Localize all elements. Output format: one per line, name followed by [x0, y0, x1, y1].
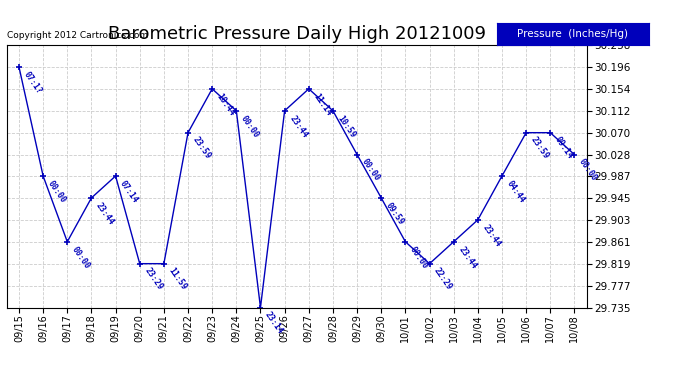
Text: 23:14: 23:14 [264, 310, 285, 336]
Text: 09:14: 09:14 [553, 135, 575, 161]
Text: 23:44: 23:44 [481, 223, 502, 248]
Text: 07:14: 07:14 [119, 179, 140, 204]
Text: 10:44: 10:44 [215, 92, 237, 117]
Text: 10:59: 10:59 [336, 114, 357, 139]
Text: 00:00: 00:00 [408, 244, 430, 270]
Text: 23:59: 23:59 [191, 135, 213, 161]
Text: 04:44: 04:44 [505, 179, 526, 204]
Title: Barometric Pressure Daily High 20121009: Barometric Pressure Daily High 20121009 [108, 26, 486, 44]
Text: Copyright 2012 Cartronics.com: Copyright 2012 Cartronics.com [7, 31, 148, 40]
Text: 23:59: 23:59 [529, 135, 551, 161]
Text: Pressure  (Inches/Hg): Pressure (Inches/Hg) [518, 29, 628, 39]
Text: 00:00: 00:00 [578, 158, 599, 183]
Text: 23:44: 23:44 [95, 201, 116, 226]
Text: 00:00: 00:00 [360, 158, 382, 183]
Text: 22:29: 22:29 [433, 267, 454, 292]
Text: 23:44: 23:44 [457, 244, 478, 270]
Text: 11:59: 11:59 [167, 267, 188, 292]
Text: 11:14: 11:14 [312, 92, 333, 117]
Text: 23:29: 23:29 [143, 267, 164, 292]
Text: 23:44: 23:44 [288, 114, 309, 139]
Text: 09:59: 09:59 [384, 201, 406, 226]
Text: 00:00: 00:00 [70, 244, 92, 270]
Text: 07:1?: 07:1? [22, 70, 43, 95]
Text: 00:00: 00:00 [46, 179, 68, 204]
Text: 00:00: 00:00 [239, 114, 261, 139]
